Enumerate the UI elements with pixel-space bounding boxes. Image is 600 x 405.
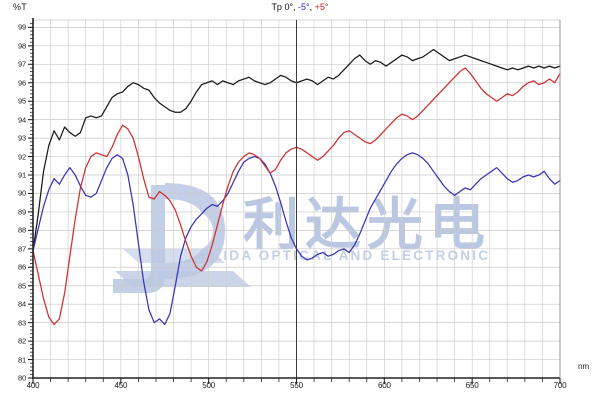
y-tick-label: 88 <box>18 225 26 235</box>
y-tick-label: 94 <box>18 115 26 125</box>
title-plus5: +5° <box>314 2 329 12</box>
title-separator: , <box>309 2 315 12</box>
y-tick-label: 93 <box>18 133 26 143</box>
y-tick-label: 84 <box>18 299 26 309</box>
x-axis-unit-label: nm <box>578 362 590 371</box>
y-tick-label: 91 <box>18 170 26 180</box>
y-tick-label: 85 <box>18 281 26 291</box>
y-tick-label: 80 <box>18 373 26 383</box>
y-tick-label: 98 <box>18 41 26 51</box>
y-tick-label: 99 <box>18 22 26 32</box>
x-tick-label: 550 <box>290 381 303 390</box>
y-tick-label: 95 <box>18 96 26 106</box>
x-tick-label: 450 <box>114 381 128 390</box>
y-tick-label: 97 <box>18 59 26 69</box>
x-tick-label: 600 <box>377 381 391 390</box>
y-tick-label: 87 <box>18 244 26 254</box>
y-axis-label: %T <box>13 2 28 12</box>
y-tick-label: 83 <box>18 318 26 328</box>
title-tp-0: Tp 0°, <box>271 2 299 12</box>
y-tick-label: 96 <box>18 78 26 88</box>
y-tick-label: 89 <box>18 207 26 217</box>
y-tick-label: 81 <box>18 355 26 365</box>
chart-title: Tp 0°, -5°, +5° <box>0 2 600 12</box>
y-tick-label: 92 <box>18 152 26 162</box>
x-tick-label: 700 <box>553 381 567 390</box>
title-minus5: -5° <box>298 2 310 12</box>
y-tick-label: 86 <box>18 262 26 272</box>
tick-marks <box>28 23 561 384</box>
x-tick-label: 400 <box>26 381 40 390</box>
axis-lines <box>32 18 561 379</box>
x-tick-label: 500 <box>202 381 216 390</box>
y-tick-label: 82 <box>18 336 26 346</box>
x-tick-label: 650 <box>465 381 479 390</box>
y-tick-label: 90 <box>18 188 26 198</box>
